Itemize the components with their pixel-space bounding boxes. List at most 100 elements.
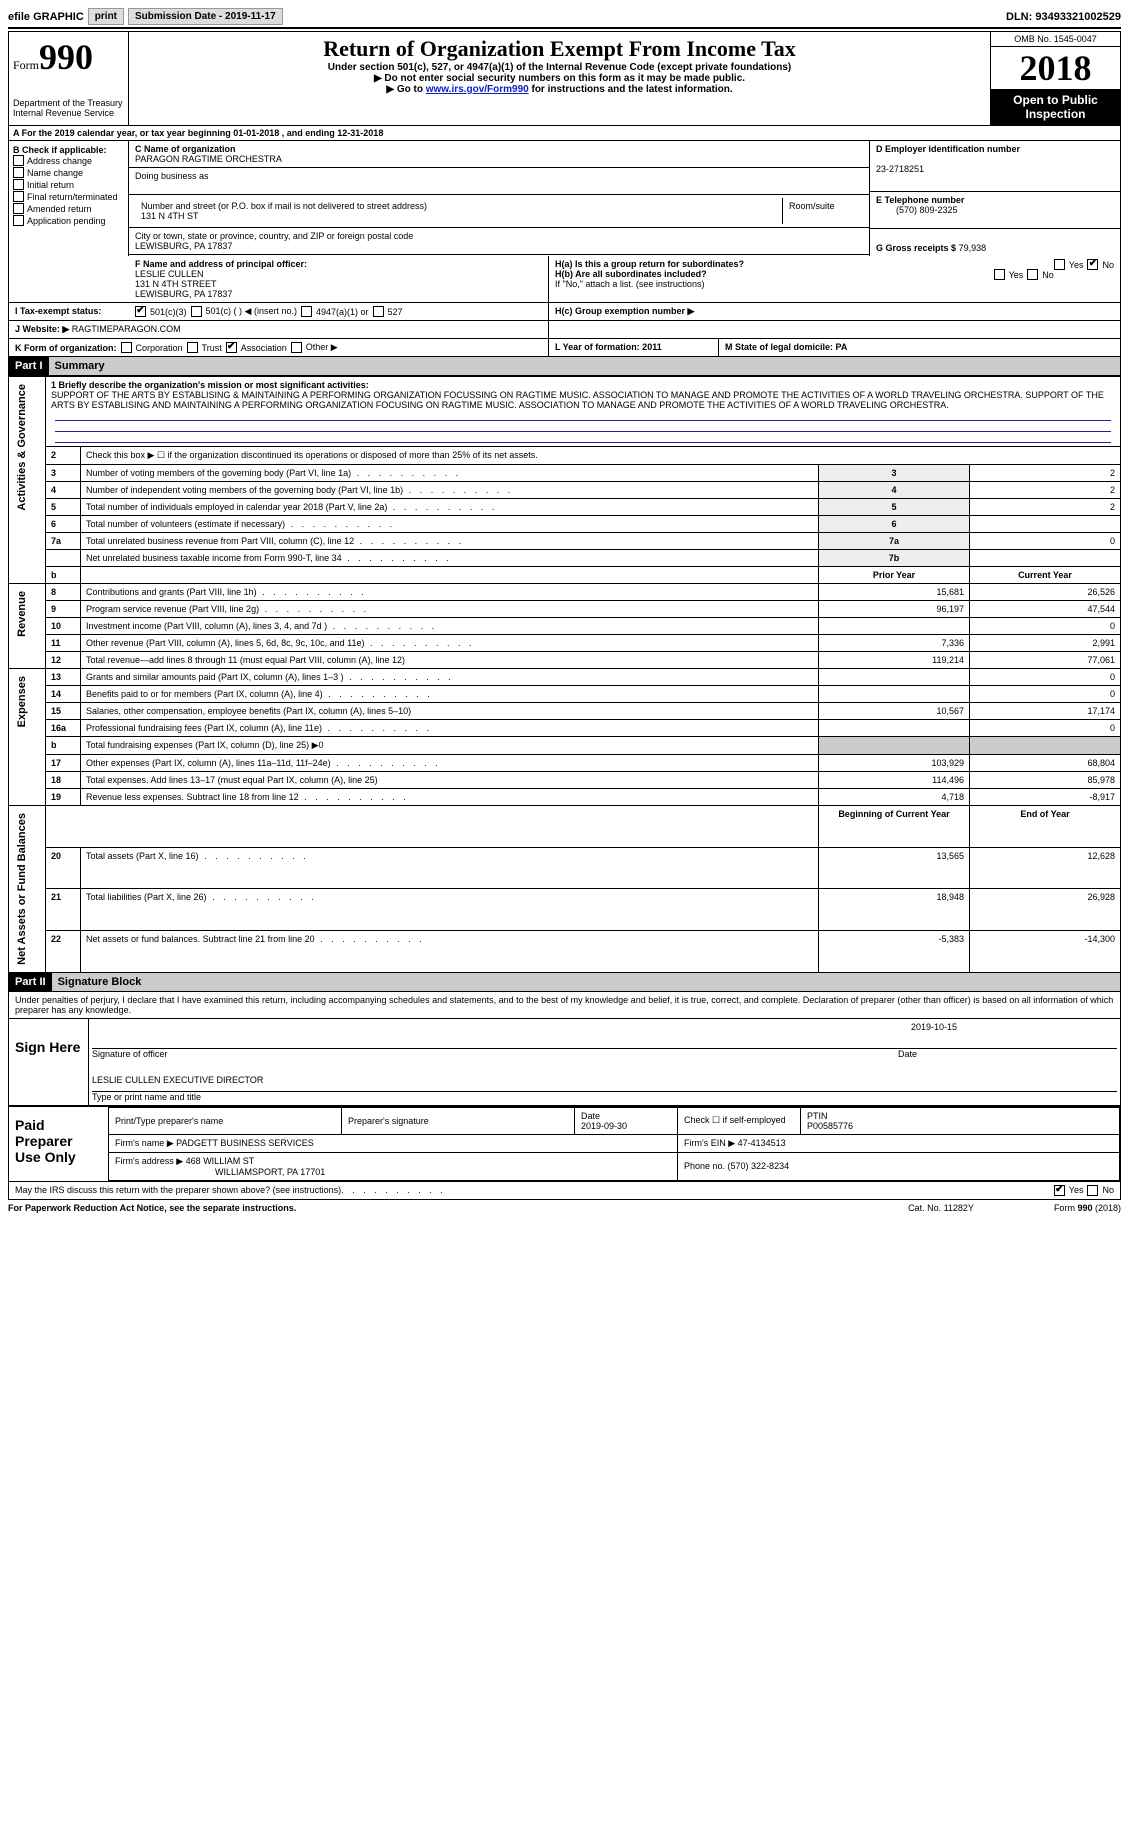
p21: 18,948	[819, 889, 970, 931]
ha-no-checkbox[interactable]: ✔	[1087, 259, 1098, 270]
line18: Total expenses. Add lines 13–17 (must eq…	[81, 772, 819, 789]
form-number: 990	[39, 36, 93, 78]
col-b-item-label: Name change	[27, 168, 83, 178]
val-5: 2	[970, 499, 1121, 516]
501c-checkbox[interactable]	[191, 306, 202, 317]
checkbox[interactable]	[13, 167, 24, 178]
footer-right: Form 990 (2018)	[1054, 1203, 1121, 1213]
print-button[interactable]: print	[88, 8, 124, 25]
line2: Check this box ▶ ☐ if the organization d…	[81, 447, 1121, 465]
line1-label: 1 Briefly describe the organization's mi…	[51, 380, 369, 390]
type-name-label: Type or print name and title	[92, 1092, 1117, 1102]
ha-yes-checkbox[interactable]	[1054, 259, 1065, 270]
tax-year: 2018	[991, 47, 1120, 89]
checkbox[interactable]	[13, 155, 24, 166]
footer: For Paperwork Reduction Act Notice, see …	[8, 1200, 1121, 1213]
hdr-boy: Beginning of Current Year	[819, 806, 970, 848]
city-label: City or town, state or province, country…	[135, 231, 413, 241]
c9: 47,544	[970, 601, 1121, 618]
p19: 4,718	[819, 789, 970, 806]
section-bcd: B Check if applicable: Address change Nam…	[8, 141, 1121, 256]
ein-label: D Employer identification number	[876, 144, 1020, 154]
part2-title: Signature Block	[52, 973, 1120, 991]
ha-label: H(a) Is this a group return for subordin…	[555, 259, 744, 269]
trust-checkbox[interactable]	[187, 342, 198, 353]
sig-officer-label: Signature of officer	[92, 1049, 167, 1059]
goto-post: for instructions and the latest informat…	[529, 84, 733, 95]
footer-mid: Cat. No. 11282Y	[908, 1203, 974, 1213]
f-addr1: 131 N 4TH STREET	[135, 279, 217, 289]
col-b-item: Address change	[13, 155, 124, 166]
firm-addr1: 468 WILLIAM ST	[186, 1156, 255, 1166]
sig-date-val: 2019-10-15	[92, 1022, 1117, 1032]
discuss-no-checkbox[interactable]	[1087, 1185, 1098, 1196]
checkbox[interactable]	[13, 179, 24, 190]
top-bar: efile GRAPHIC print Submission Date - 20…	[8, 8, 1121, 29]
p14	[819, 686, 970, 703]
line12: Total revenue—add lines 8 through 11 (mu…	[81, 652, 819, 669]
c12: 77,061	[970, 652, 1121, 669]
submission-date-button[interactable]: Submission Date - 2019-11-17	[128, 8, 283, 25]
form-word: Form	[13, 58, 39, 73]
col-c: C Name of organizationPARAGON RAGTIME OR…	[129, 141, 870, 256]
sign-here-label: Sign Here	[9, 1019, 89, 1105]
col-b-item: Amended return	[13, 203, 124, 214]
part1-bar: Part I Summary	[8, 357, 1121, 376]
p15: 10,567	[819, 703, 970, 720]
other-checkbox[interactable]	[291, 342, 302, 353]
part1-label: Part I	[9, 357, 49, 375]
row-i: I Tax-exempt status: ✔501(c)(3) 501(c) (…	[8, 303, 1121, 321]
corp-checkbox[interactable]	[121, 342, 132, 353]
checkbox[interactable]	[13, 203, 24, 214]
501c3-checkbox[interactable]: ✔	[135, 306, 146, 317]
city-val: LEWISBURG, PA 17837	[135, 241, 232, 251]
col-b-item: Final return/terminated	[13, 191, 124, 202]
c21: 26,928	[970, 889, 1121, 931]
c8: 26,526	[970, 584, 1121, 601]
header-center: Return of Organization Exempt From Incom…	[129, 32, 990, 125]
checkbox[interactable]	[13, 191, 24, 202]
col-b-item-label: Initial return	[27, 180, 74, 190]
p18: 114,496	[819, 772, 970, 789]
i-4947: 4947(a)(1) or	[316, 307, 369, 317]
c13: 0	[970, 669, 1121, 686]
hdr-curr: Current Year	[970, 567, 1121, 584]
col-b-item-label: Final return/terminated	[27, 192, 118, 202]
form-subtitle: Under section 501(c), 527, or 4947(a)(1)…	[133, 62, 986, 73]
l-label: L Year of formation: 2011	[555, 342, 662, 352]
gross-label: G Gross receipts $	[876, 243, 956, 253]
addr-block: Number and street (or P.O. box if mail i…	[129, 195, 869, 228]
assoc-checkbox[interactable]: ✔	[226, 342, 237, 353]
c16a: 0	[970, 720, 1121, 737]
line4: Number of independent voting members of …	[81, 482, 819, 499]
col-b-item: Application pending	[13, 215, 124, 226]
line8: Contributions and grants (Part VIII, lin…	[81, 584, 819, 601]
firm-ein: Firm's EIN ▶ 47-4134513	[684, 1138, 786, 1148]
4947-checkbox[interactable]	[301, 306, 312, 317]
p20: 13,565	[819, 847, 970, 889]
col-b-title: B Check if applicable:	[13, 145, 124, 155]
col-b-item-label: Address change	[27, 156, 92, 166]
declaration: Under penalties of perjury, I declare th…	[8, 992, 1121, 1019]
hc-label: H(c) Group exemption number ▶	[555, 306, 694, 316]
c19: -8,917	[970, 789, 1121, 806]
line22: Net assets or fund balances. Subtract li…	[81, 931, 819, 973]
irs-link[interactable]: www.irs.gov/Form990	[426, 84, 529, 95]
discuss-yes-checkbox[interactable]: ✔	[1054, 1185, 1065, 1196]
open-to-public: Open to Public Inspection	[991, 89, 1120, 125]
line9: Program service revenue (Part VIII, line…	[81, 601, 819, 618]
hb-yes-checkbox[interactable]	[994, 269, 1005, 280]
header-left: Form 990 Department of the Treasury Inte…	[9, 32, 129, 125]
527-checkbox[interactable]	[373, 306, 384, 317]
part2-bar: Part II Signature Block	[8, 973, 1121, 992]
paid-preparer-label: Paid Preparer Use Only	[9, 1107, 109, 1181]
footer-left: For Paperwork Reduction Act Notice, see …	[8, 1203, 296, 1213]
col-b-item: Initial return	[13, 179, 124, 190]
c14: 0	[970, 686, 1121, 703]
hb-no-checkbox[interactable]	[1027, 269, 1038, 280]
val-4: 2	[970, 482, 1121, 499]
side-net-assets: Net Assets or Fund Balances	[14, 809, 30, 969]
checkbox[interactable]	[13, 215, 24, 226]
pt-date-label: Date	[581, 1111, 600, 1121]
ssn-warning: ▶ Do not enter social security numbers o…	[133, 73, 986, 84]
